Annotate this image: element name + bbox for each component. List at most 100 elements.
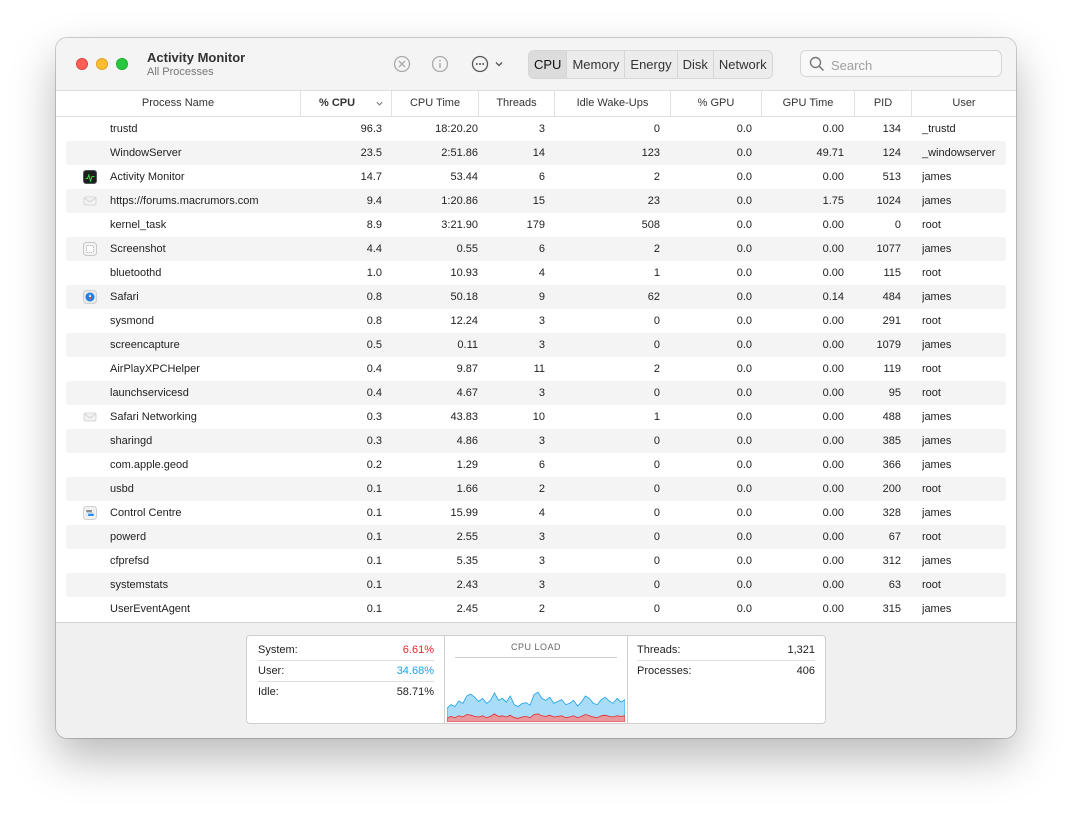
zoom-window-button[interactable] — [116, 58, 128, 70]
inspect-process-button[interactable] — [430, 54, 450, 74]
more-actions-button[interactable] — [470, 54, 506, 74]
column-header-gpu-time[interactable]: GPU Time — [761, 91, 854, 116]
process-name-cell: Activity Monitor — [110, 171, 185, 183]
gpu-percent-cell: 0.0 — [736, 171, 752, 183]
threads-cell: 3 — [538, 435, 545, 447]
cpu-percent-cell: 0.8 — [366, 315, 382, 327]
threads-cell: 3 — [538, 531, 545, 543]
table-row[interactable]: Safari 0.8 50.18 9 62 0.0 0.14 484 james — [66, 285, 1006, 309]
pid-cell: 67 — [888, 531, 901, 543]
idle-wake-ups-cell: 0 — [653, 579, 660, 591]
column-header-label: Idle Wake-Ups — [576, 97, 649, 109]
threads-cell: 6 — [538, 243, 545, 255]
table-row[interactable]: AirPlayXPCHelper 0.4 9.87 11 2 0.0 0.00 119 root — [66, 357, 1006, 381]
table-row[interactable]: kernel_task 8.9 3:21.90 179 508 0.0 0.00 0 root — [66, 213, 1006, 237]
column-header-label: GPU Time — [782, 97, 834, 109]
table-row[interactable]: Activity Monitor 14.7 53.44 6 2 0.0 0.00 513 jam… — [66, 165, 1006, 189]
idle-wake-ups-cell: 0 — [653, 603, 660, 615]
pid-cell: 63 — [888, 579, 901, 591]
column-header-cpu-time[interactable]: CPU Time — [391, 91, 478, 116]
column-header-label: Threads — [496, 97, 537, 109]
cpu-time-cell: 5.35 — [456, 555, 478, 567]
table-row[interactable]: Screenshot 4.4 0.55 6 2 0.0 0.00 1077 james — [66, 237, 1006, 261]
tab-energy[interactable]: Energy — [624, 51, 676, 78]
threads-cell: 2 — [538, 603, 545, 615]
column-header-label: % GPU — [697, 97, 735, 109]
cpu-time-cell: 4.67 — [456, 387, 478, 399]
process-name-cell: Safari Networking — [110, 411, 197, 423]
gpu-percent-cell: 0.0 — [736, 531, 752, 543]
cpu-percent-cell: 14.7 — [360, 171, 382, 183]
threads-cell: 3 — [538, 315, 545, 327]
search-input[interactable] — [829, 54, 993, 76]
threads-label: Threads: — [637, 644, 681, 656]
gpu-percent-cell: 0.0 — [736, 291, 752, 303]
pid-cell: 315 — [882, 603, 901, 615]
process-name-cell: systemstats — [110, 579, 169, 591]
process-name-cell: https://forums.macrumors.com — [110, 195, 259, 207]
process-name-cell: UserEventAgent — [110, 603, 191, 615]
table-row[interactable]: https://forums.macrumors.com 9.4 1:20.86 15… — [66, 189, 1006, 213]
user-cell: james — [922, 195, 952, 207]
table-row[interactable]: cfprefsd 0.1 5.35 3 0 0.0 0.00 312 james — [66, 549, 1006, 573]
info-icon — [431, 55, 449, 73]
pid-cell: 385 — [882, 435, 901, 447]
system-label: System: — [258, 644, 298, 656]
column-header-idle-wake-ups[interactable]: Idle Wake-Ups — [554, 91, 670, 116]
table-row[interactable]: powerd 0.1 2.55 3 0 0.0 0.00 67 root — [66, 525, 1006, 549]
gpu-time-cell: 0.00 — [822, 171, 844, 183]
gpu-percent-cell: 0.0 — [736, 459, 752, 471]
table-row[interactable]: sharingd 0.3 4.86 3 0 0.0 0.00 385 james — [66, 429, 1006, 453]
gpu-time-cell: 0.00 — [822, 435, 844, 447]
tab-disk[interactable]: Disk — [676, 51, 713, 78]
gpu-time-cell: 0.00 — [822, 339, 844, 351]
table-row[interactable]: UserEventAgent 0.1 2.45 2 0 0.0 0.00 315 james — [66, 597, 1006, 621]
tab-cpu[interactable]: CPU — [529, 51, 567, 78]
idle-wake-ups-cell: 0 — [653, 387, 660, 399]
minimize-window-button[interactable] — [96, 58, 108, 70]
stop-process-button[interactable] — [392, 54, 412, 74]
processes-label: Processes: — [637, 665, 692, 677]
gpu-time-cell: 0.00 — [822, 459, 844, 471]
titlebar: Activity Monitor All Processes — [56, 38, 1016, 91]
gpu-percent-cell: 0.0 — [736, 243, 752, 255]
table-row[interactable]: trustd 96.3 18:20.20 3 0 0.0 0.00 134 _trustd — [66, 117, 1006, 141]
column-header-process-name[interactable]: Process Name — [56, 91, 300, 116]
tab-network[interactable]: Network — [712, 51, 772, 78]
table-row[interactable]: usbd 0.1 1.66 2 0 0.0 0.00 200 root — [66, 477, 1006, 501]
table-row[interactable]: screencapture 0.5 0.11 3 0 0.0 0.00 1079 james — [66, 333, 1006, 357]
column-header-threads[interactable]: Threads — [478, 91, 554, 116]
table-row[interactable]: com.apple.geod 0.2 1.29 6 0 0.0 0.00 366 james — [66, 453, 1006, 477]
column-header-pid[interactable]: PID — [854, 91, 911, 116]
cpu-time-cell: 2:51.86 — [441, 147, 478, 159]
table-row[interactable]: launchservicesd 0.4 4.67 3 0 0.0 0.00 95 root — [66, 381, 1006, 405]
close-window-button[interactable] — [76, 58, 88, 70]
table-row[interactable]: WindowServer 23.5 2:51.86 14 123 0.0 49.71 124 _… — [66, 141, 1006, 165]
table-row[interactable]: Control Centre 0.1 15.99 4 0 0.0 0.00 328 james — [66, 501, 1006, 525]
search-field[interactable] — [800, 50, 1002, 77]
gpu-time-cell: 0.00 — [822, 507, 844, 519]
process-name-cell: usbd — [110, 483, 134, 495]
table-row[interactable]: systemstats 0.1 2.43 3 0 0.0 0.00 63 root — [66, 573, 1006, 597]
gpu-time-cell: 0.14 — [822, 291, 844, 303]
column-header-gpu[interactable]: % GPU — [670, 91, 761, 116]
table-row[interactable]: bluetoothd 1.0 10.93 4 1 0.0 0.00 115 root — [66, 261, 1006, 285]
user-cell: james — [922, 339, 952, 351]
threads-cell: 6 — [538, 459, 545, 471]
pid-cell: 484 — [882, 291, 901, 303]
idle-value: 58.71% — [396, 686, 434, 698]
pid-cell: 328 — [882, 507, 901, 519]
process-name-cell: Control Centre — [110, 507, 182, 519]
cpu-time-cell: 2.43 — [456, 579, 478, 591]
cpu-percent-cell: 1.0 — [366, 267, 382, 279]
table-row[interactable]: Safari Networking 0.3 43.83 10 1 0.0 0.00 488 ja… — [66, 405, 1006, 429]
idle-wake-ups-cell: 0 — [653, 555, 660, 567]
pid-cell: 1079 — [876, 339, 901, 351]
screenshot-icon — [83, 242, 97, 256]
process-name-cell: com.apple.geod — [110, 459, 189, 471]
idle-stat: Idle: 58.71% — [258, 682, 434, 702]
tab-memory[interactable]: Memory — [566, 51, 624, 78]
column-header-user[interactable]: User — [911, 91, 1016, 116]
table-row[interactable]: sysmond 0.8 12.24 3 0 0.0 0.00 291 root — [66, 309, 1006, 333]
column-header-cpu[interactable]: % CPU — [300, 91, 391, 116]
